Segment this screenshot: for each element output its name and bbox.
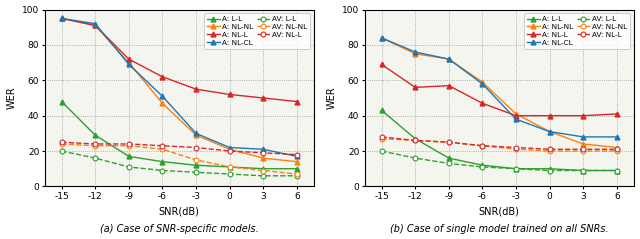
Y-axis label: WER: WER bbox=[6, 87, 17, 109]
Legend: A: L-L, A: NL-NL, A: NL-L, A: NL-CL, AV: L-L, AV: NL-NL, AV: NL-L: A: L-L, A: NL-NL, A: NL-L, A: NL-CL, AV:… bbox=[204, 13, 310, 49]
Legend: A: L-L, A: NL-NL, A: NL-L, A: NL-CL, AV: L-L, AV: NL-NL, AV: NL-L: A: L-L, A: NL-NL, A: NL-L, A: NL-CL, AV:… bbox=[524, 13, 630, 49]
X-axis label: SNR(dB): SNR(dB) bbox=[159, 206, 200, 217]
Text: (b) Case of single model trained on all SNRs.: (b) Case of single model trained on all … bbox=[390, 224, 609, 234]
Text: (a) Case of SNR-specific models.: (a) Case of SNR-specific models. bbox=[100, 224, 259, 234]
Y-axis label: WER: WER bbox=[326, 87, 337, 109]
X-axis label: SNR(dB): SNR(dB) bbox=[479, 206, 520, 217]
